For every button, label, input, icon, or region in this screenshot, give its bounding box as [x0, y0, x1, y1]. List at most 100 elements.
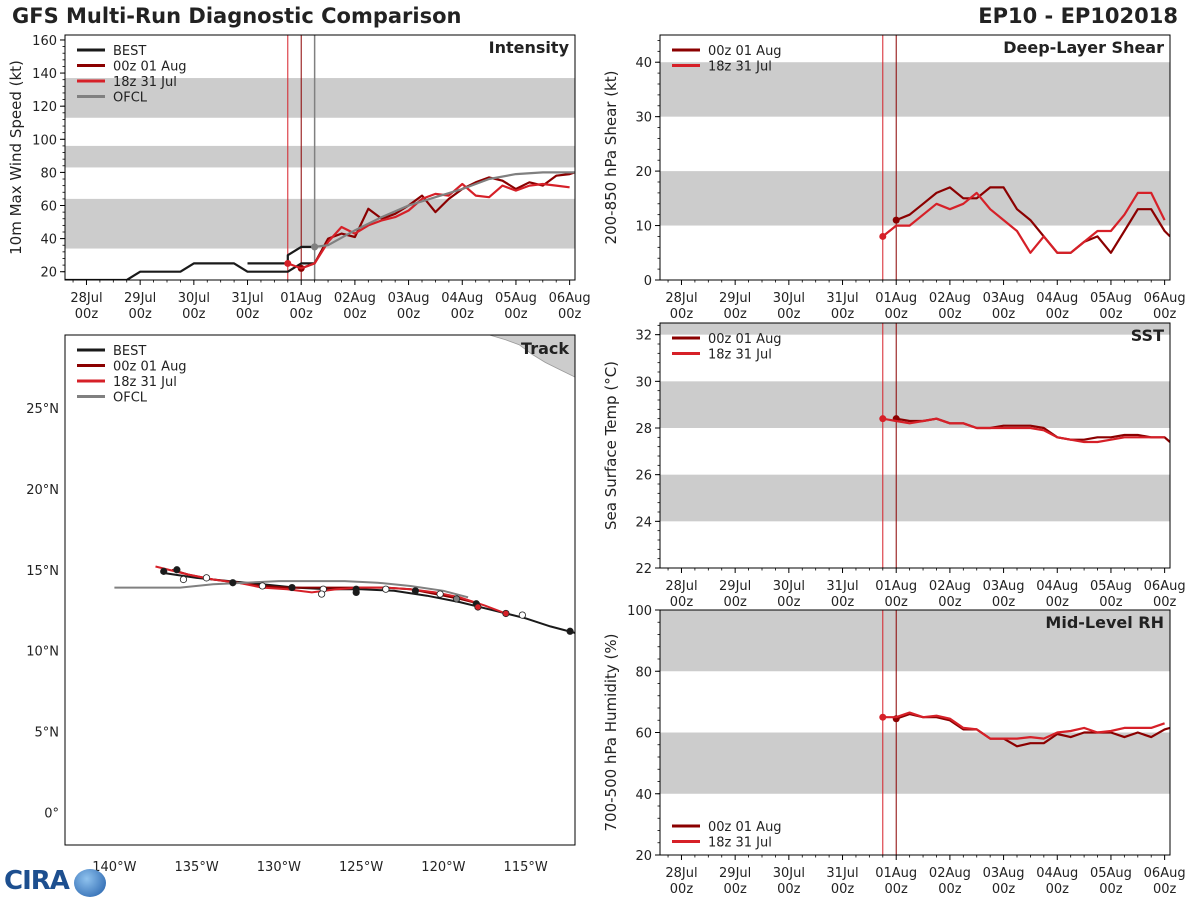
- track-xtick-label: 130°W: [257, 860, 301, 875]
- shear-series-18z-31-jul: [882, 191, 1166, 254]
- track-position-marker: [179, 575, 188, 584]
- track-position-marker: [288, 583, 296, 592]
- rh-xtick-date: 28Jul: [665, 866, 697, 881]
- intensity-ytick-label: 160: [32, 34, 57, 49]
- track-position-marker: [502, 609, 510, 618]
- sst-ytick-label: 30: [635, 375, 652, 390]
- intensity-xtick-date: 28Jul: [70, 291, 102, 306]
- intensity-xtick-date: 02Aug: [334, 291, 376, 306]
- legend-label: 18z 31 Jul: [113, 375, 177, 390]
- rh-xtick-date: 05Aug: [1090, 866, 1132, 881]
- shear-xtick-date: 04Aug: [1036, 291, 1078, 306]
- track-xtick-label: 125°W: [339, 860, 383, 875]
- track-xtick-label: 115°W: [504, 860, 548, 875]
- intensity-start-point: [311, 243, 319, 251]
- track-position-marker: [318, 590, 326, 598]
- legend-label: OFCL: [113, 391, 148, 406]
- shear-xtick-hour: 00z: [777, 307, 801, 322]
- intensity-ytick-label: 20: [40, 266, 57, 281]
- track-xtick-label: 120°W: [421, 860, 465, 875]
- intensity-series-18z-31-jul: [287, 182, 570, 270]
- rh-xtick-hour: 00z: [1046, 882, 1070, 897]
- rh-xtick-date: 31Jul: [826, 866, 858, 881]
- intensity-band: [65, 198, 575, 249]
- sst-xtick-date: 28Jul: [665, 579, 697, 594]
- shear-xtick-date: 02Aug: [929, 291, 971, 306]
- sst-ytick-label: 22: [635, 562, 652, 577]
- track-ytick-label: 0°: [44, 807, 59, 822]
- track-position-marker: [566, 627, 574, 635]
- sst-xtick-hour: 00z: [992, 595, 1016, 610]
- track-ytick-label: 20°N: [26, 483, 59, 498]
- rh-xtick-hour: 00z: [938, 882, 962, 897]
- shear-xtick-hour: 00z: [1153, 307, 1177, 322]
- rh-ytick-label: 100: [627, 604, 652, 619]
- shear-xtick-date: 06Aug: [1144, 291, 1186, 306]
- sst-xtick-date: 02Aug: [929, 579, 971, 594]
- intensity-panel: 2040608010012014016028Jul00z29Jul00z30Ju…: [7, 34, 591, 322]
- intensity-xtick-hour: 00z: [75, 307, 99, 322]
- track-position-marker: [258, 582, 267, 590]
- rh-ytick-label: 40: [635, 788, 652, 803]
- sst-ytick-label: 24: [635, 515, 652, 530]
- shear-start-point: [879, 232, 887, 240]
- sst-xtick-hour: 00z: [938, 595, 962, 610]
- shear-series-00z-01-aug: [895, 186, 1170, 254]
- sst-xtick-date: 06Aug: [1144, 579, 1186, 594]
- track-ytick-label: 25°N: [26, 402, 59, 417]
- shear-ytick-label: 0: [644, 274, 652, 289]
- rh-ytick-label: 20: [635, 849, 652, 864]
- shear-xtick-date: 31Jul: [826, 291, 858, 306]
- legend-label: 18z 31 Jul: [708, 836, 772, 851]
- intensity-xtick-date: 05Aug: [495, 291, 537, 306]
- sst-xtick-hour: 00z: [1099, 595, 1123, 610]
- rh-xtick-date: 06Aug: [1144, 866, 1186, 881]
- intensity-xtick-hour: 00z: [504, 307, 528, 322]
- rh-xtick-hour: 00z: [831, 882, 855, 897]
- intensity-xtick-date: 06Aug: [549, 291, 591, 306]
- track-series-ofcl: [114, 580, 469, 599]
- intensity-xtick-hour: 00z: [182, 307, 206, 322]
- rh-title: Mid-Level RH: [1045, 613, 1164, 632]
- intensity-ytick-label: 60: [40, 200, 57, 215]
- land-mass: [489, 335, 575, 378]
- intensity-ytick-label: 80: [40, 166, 57, 181]
- intensity-title: Intensity: [489, 38, 570, 57]
- legend-label: 00z 01 Aug: [708, 44, 782, 59]
- legend-label: BEST: [113, 44, 146, 59]
- shear-xtick-date: 28Jul: [665, 291, 697, 306]
- sst-ytick-label: 26: [635, 469, 652, 484]
- legend-label: 00z 01 Aug: [708, 820, 782, 835]
- sst-xtick-hour: 00z: [885, 595, 909, 610]
- sst-xtick-hour: 00z: [723, 595, 747, 610]
- shear-ytick-label: 30: [635, 111, 652, 126]
- shear-ytick-label: 20: [635, 165, 652, 180]
- sst-xtick-date: 29Jul: [719, 579, 751, 594]
- rh-xtick-hour: 00z: [670, 882, 694, 897]
- shear-start-point: [892, 216, 900, 224]
- legend-label: 18z 31 Jul: [708, 348, 772, 363]
- sst-ytick-label: 32: [635, 329, 652, 344]
- intensity-xtick-date: 30Jul: [178, 291, 210, 306]
- intensity-series-ofcl: [314, 171, 575, 248]
- intensity-series-best_late: [247, 245, 315, 265]
- legend-label: 18z 31 Jul: [708, 60, 772, 75]
- shear-xtick-date: 01Aug: [875, 291, 917, 306]
- sst-panel: 22242628303228Jul00z29Jul00z30Jul00z31Ju…: [602, 322, 1186, 610]
- legend-label: 00z 01 Aug: [708, 332, 782, 347]
- intensity-ytick-label: 120: [32, 100, 57, 115]
- shear-title: Deep-Layer Shear: [1003, 38, 1164, 57]
- shear-xtick-hour: 00z: [938, 307, 962, 322]
- intensity-series-best: [65, 262, 315, 280]
- intensity-band: [65, 78, 575, 118]
- sst-ylabel: Sea Surface Temp (°C): [602, 361, 620, 530]
- shear-ytick-label: 10: [635, 220, 652, 235]
- track-position-marker: [452, 595, 461, 603]
- sst-start-point: [879, 415, 887, 423]
- shear-xtick-hour: 00z: [1046, 307, 1070, 322]
- shear-xtick-hour: 00z: [670, 307, 694, 322]
- intensity-xtick-date: 04Aug: [441, 291, 483, 306]
- track-ytick-label: 10°N: [26, 645, 59, 660]
- intensity-xtick-hour: 00z: [397, 307, 421, 322]
- track-position-marker: [202, 574, 211, 582]
